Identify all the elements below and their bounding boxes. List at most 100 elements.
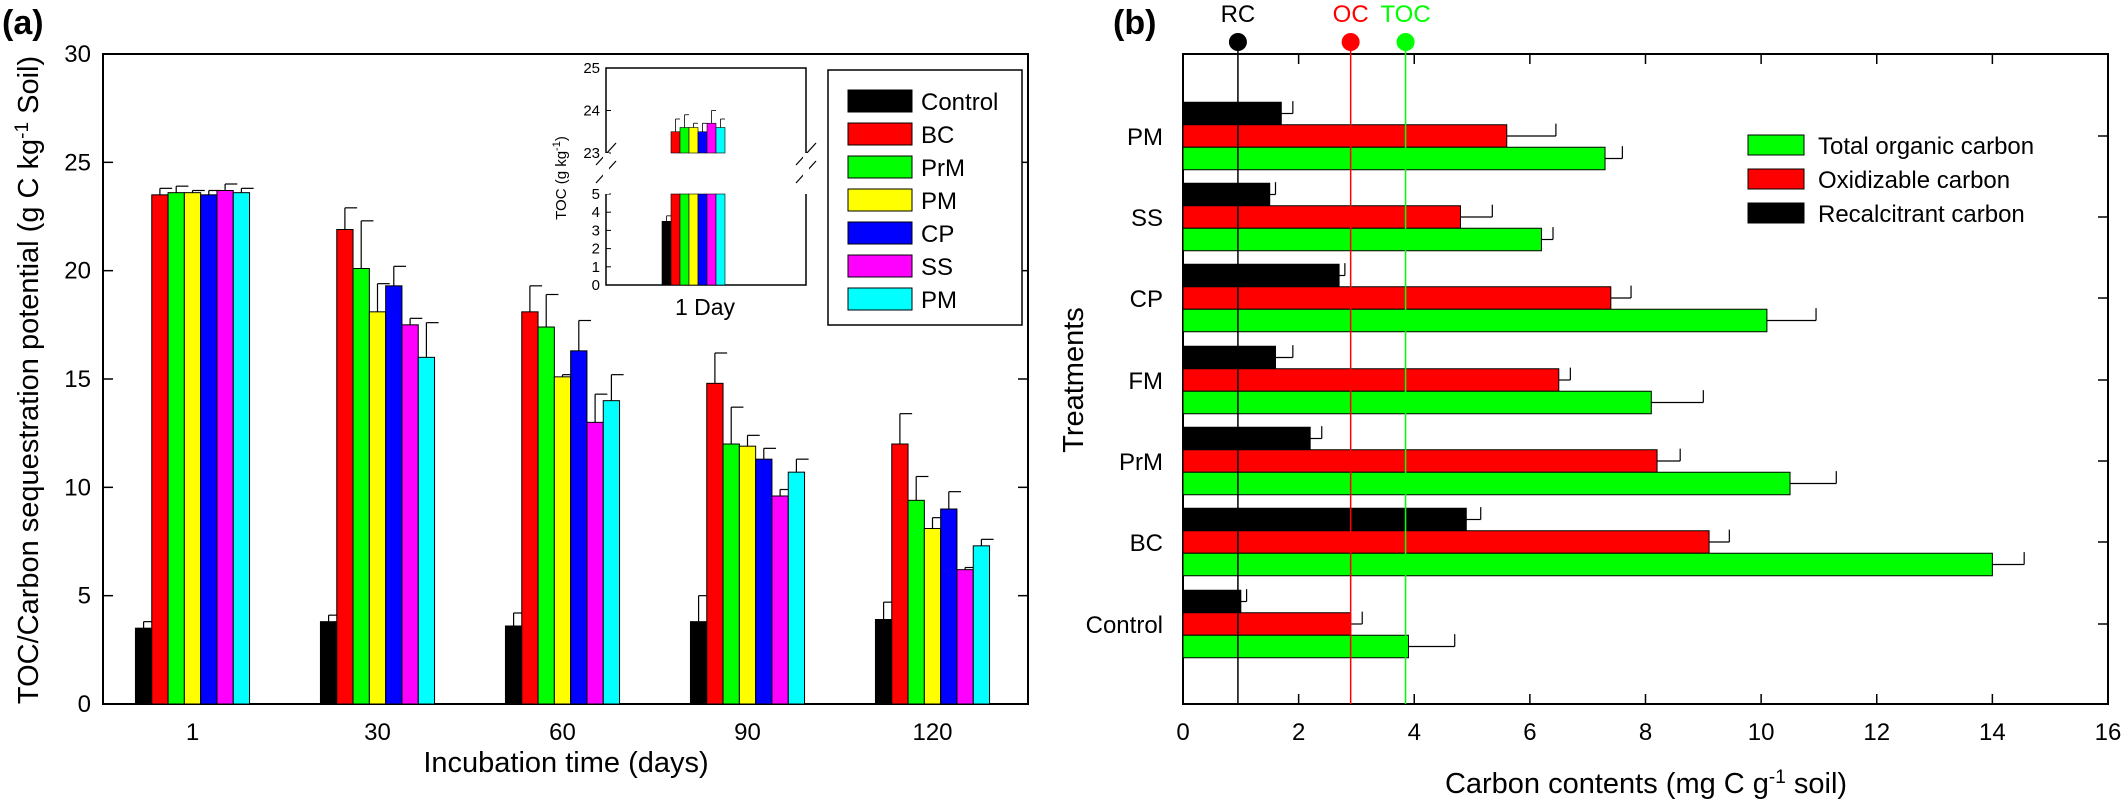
inset-bar-upper bbox=[688, 127, 699, 154]
panel-b-reference-lines: RC OC TOC bbox=[1221, 1, 1431, 704]
panel-b-y-axis: Control BC PrM FM CP SS PM bbox=[1086, 124, 2108, 639]
inset-bar-lower bbox=[697, 193, 708, 286]
inset-bar-upper bbox=[706, 122, 717, 154]
reference-label: RC bbox=[1221, 1, 1256, 28]
inset-y-axis-title: TOC (g kg-1) bbox=[551, 136, 570, 220]
bar bbox=[570, 350, 588, 705]
legend-label: Control bbox=[921, 89, 998, 116]
reference-marker bbox=[1341, 33, 1360, 51]
reference-marker bbox=[1228, 33, 1247, 51]
bar bbox=[689, 621, 708, 705]
inset-tick-label: 4 bbox=[592, 204, 600, 221]
bar bbox=[956, 569, 974, 705]
y-tick-label: FM bbox=[1128, 368, 1163, 395]
inset-tick-label: 5 bbox=[592, 186, 600, 203]
bar bbox=[787, 471, 806, 705]
bar bbox=[923, 528, 942, 705]
panel-a-y-axis-title: TOC/Carbon sequestration potential (g C … bbox=[12, 56, 46, 704]
inset-y-axis-title-unit: ) bbox=[553, 136, 570, 141]
panel-a-bars bbox=[134, 183, 994, 705]
panel-b-x-axis-title-main: Carbon contents (mg C g bbox=[1445, 768, 1769, 800]
inset-bar-lower bbox=[706, 193, 717, 286]
x-tick-label: 4 bbox=[1408, 719, 1421, 746]
bar bbox=[706, 382, 724, 705]
inset-bar-upper bbox=[715, 127, 726, 154]
panel-b-x-axis: 0 2 4 6 8 10 12 14 16 bbox=[1176, 54, 2121, 746]
legend-label: Total organic carbon bbox=[1818, 133, 2034, 160]
y-tick-label: 10 bbox=[64, 474, 91, 501]
bar bbox=[232, 192, 251, 705]
x-tick-label: 1 bbox=[186, 719, 199, 746]
bar bbox=[940, 508, 958, 705]
y-tick-label: CP bbox=[1130, 286, 1163, 313]
legend-label: SS bbox=[921, 254, 953, 281]
bar bbox=[1182, 507, 1467, 532]
bar bbox=[151, 194, 169, 705]
bar bbox=[722, 443, 740, 705]
bar bbox=[183, 192, 202, 705]
bar bbox=[216, 190, 234, 705]
reference-label: OC bbox=[1333, 1, 1369, 28]
legend-swatch bbox=[1747, 134, 1805, 156]
x-tick-label: 8 bbox=[1639, 719, 1652, 746]
y-tick-label: PrM bbox=[1119, 449, 1163, 476]
panel-a-x-axis: 1 30 60 90 120 bbox=[186, 694, 953, 746]
inset-bar bbox=[661, 221, 672, 286]
bar bbox=[167, 192, 185, 705]
axis-break-gap bbox=[803, 153, 809, 194]
legend-label: Oxidizable carbon bbox=[1818, 167, 2010, 194]
bar bbox=[1182, 471, 1791, 496]
inset-bars bbox=[661, 110, 726, 286]
legend-label: CP bbox=[921, 221, 954, 248]
bar bbox=[134, 627, 153, 705]
inset-bar-upper bbox=[670, 131, 681, 154]
panel-a-y-axis-title-exponent: -1 bbox=[12, 122, 33, 139]
legend-label: Recalcitrant carbon bbox=[1818, 201, 2025, 228]
panel-b-bars bbox=[1182, 101, 2025, 659]
panel-a-x-axis-title: Incubation time (days) bbox=[423, 747, 708, 779]
inset-tick-label: 24 bbox=[583, 103, 600, 120]
bar bbox=[1182, 345, 1276, 370]
legend-label: BC bbox=[921, 122, 954, 149]
bar bbox=[1182, 634, 1409, 659]
bar bbox=[602, 400, 621, 705]
bar bbox=[417, 356, 436, 705]
panel-b-y-axis-title: Treatments bbox=[1058, 307, 1090, 453]
x-tick-label: 14 bbox=[1979, 719, 2006, 746]
bar bbox=[1182, 530, 1710, 554]
bar bbox=[1182, 308, 1768, 333]
legend-swatch bbox=[847, 254, 913, 278]
panel-b-x-axis-title: Carbon contents (mg C g-1 soil) bbox=[1445, 767, 1847, 801]
inset-tick-label: 0 bbox=[592, 277, 600, 294]
inset-bar-lower bbox=[688, 193, 699, 286]
panel-a-y-axis-title-main: TOC/Carbon sequestration potential (g C … bbox=[13, 139, 45, 704]
bar bbox=[586, 421, 604, 705]
reference-marker bbox=[1396, 33, 1415, 51]
legend-label: PM bbox=[921, 287, 957, 314]
y-tick-label: 0 bbox=[78, 691, 91, 718]
bar bbox=[401, 324, 419, 705]
x-tick-label: 6 bbox=[1523, 719, 1536, 746]
x-tick-label: 10 bbox=[1748, 719, 1775, 746]
bar bbox=[1182, 286, 1612, 310]
x-tick-label: 16 bbox=[2095, 719, 2122, 746]
y-tick-label: Control bbox=[1086, 612, 1163, 639]
legend-swatch bbox=[847, 188, 913, 212]
inset-y-axis-title-main: TOC (g kg bbox=[553, 151, 570, 220]
y-tick-label: 30 bbox=[64, 41, 91, 68]
bar bbox=[1182, 101, 1282, 126]
legend-label: PM bbox=[921, 188, 957, 215]
legend-swatch bbox=[1747, 168, 1805, 190]
panel-b-x-axis-title-unit: soil) bbox=[1786, 768, 1847, 800]
x-tick-label: 120 bbox=[912, 719, 952, 746]
bar bbox=[907, 499, 925, 705]
x-tick-label: 2 bbox=[1292, 719, 1305, 746]
bar bbox=[521, 311, 539, 705]
bar bbox=[972, 545, 991, 705]
panel-b-label: (b) bbox=[1113, 4, 1156, 42]
legend-swatch bbox=[847, 89, 913, 113]
